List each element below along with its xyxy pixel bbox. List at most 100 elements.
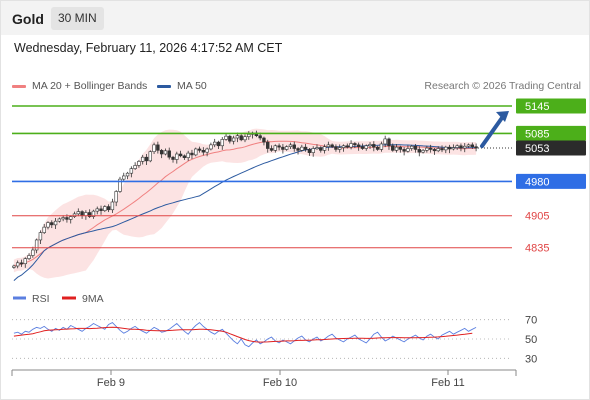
candle-body <box>129 168 134 174</box>
level-label-4980: 4980 <box>525 176 549 188</box>
candle-body <box>197 148 202 151</box>
ma9-legend-label: 9MA <box>82 293 104 305</box>
candle-body <box>125 172 130 177</box>
level-label-5053: 5053 <box>525 143 549 155</box>
candle-body <box>205 148 209 153</box>
rsi-ma9-line <box>13 326 473 343</box>
candle-body <box>182 155 187 158</box>
candle-body <box>235 135 240 139</box>
timeframe-button[interactable]: 30 MIN <box>51 7 104 30</box>
candle-body <box>231 137 236 142</box>
candle-body <box>288 144 293 147</box>
candle-body <box>368 144 372 147</box>
candle-body <box>243 136 247 141</box>
rsi-tick-30: 30 <box>525 353 537 365</box>
candle-body <box>292 144 296 149</box>
candle-body <box>307 149 312 153</box>
candle-body <box>91 210 96 217</box>
candle-body <box>402 149 406 152</box>
candle-body <box>428 147 433 150</box>
ma20-line <box>13 140 477 267</box>
legend-bollinger: MA 20 + Bollinger Bands <box>12 80 147 92</box>
rsi-tick-70: 70 <box>525 315 537 327</box>
candle-body <box>12 265 16 268</box>
candle-body <box>76 211 81 215</box>
candle-body <box>470 144 475 147</box>
candle-body <box>99 208 103 211</box>
candle-body <box>69 216 73 220</box>
candle-body <box>19 262 24 265</box>
candle-body <box>42 226 46 233</box>
candle-body <box>417 149 421 153</box>
candle-body <box>15 262 20 267</box>
instrument-title: Gold <box>12 11 44 27</box>
candle-body <box>228 135 232 142</box>
bollinger-label: MA 20 + Bollinger Bands <box>32 80 148 92</box>
candle-body <box>34 239 39 251</box>
candle-body <box>103 206 107 211</box>
candle-body <box>413 145 418 150</box>
candle-body <box>53 220 58 226</box>
candle-body <box>383 138 387 145</box>
candle-body <box>463 145 467 149</box>
candle-body <box>266 141 270 149</box>
forecast-arrow-head <box>496 111 509 122</box>
candle-body <box>137 161 141 166</box>
timestamp: Wednesday, February 11, 2026 4:17:52 AM … <box>14 41 283 55</box>
candle-body <box>144 156 149 162</box>
candle-body <box>50 222 54 226</box>
candle-body <box>409 145 414 149</box>
candle-body <box>148 151 152 162</box>
level-badge-4980 <box>516 173 586 189</box>
candle-body <box>152 144 156 153</box>
candle-body <box>239 135 243 141</box>
candle-body <box>133 165 137 169</box>
candle-body <box>87 212 92 217</box>
candle-body <box>224 135 228 140</box>
candle-body <box>356 144 361 147</box>
candle-body <box>379 143 384 150</box>
candle-body <box>156 144 160 151</box>
candle-body <box>171 156 175 160</box>
level-label-4905: 4905 <box>525 211 549 223</box>
candle-body <box>178 153 183 157</box>
candle-body <box>360 146 365 149</box>
ma50-label: MA 50 <box>177 80 207 92</box>
candle-body <box>315 147 319 150</box>
level-label-5085: 5085 <box>525 128 549 140</box>
bollinger-band <box>13 128 477 279</box>
candle-body <box>95 208 99 212</box>
candle-body <box>326 144 331 147</box>
credit-text: Research © 2026 Trading Central <box>424 80 581 92</box>
candle-body <box>269 148 274 151</box>
candle-body <box>114 191 118 203</box>
candle-body <box>220 139 224 147</box>
time-label-1: Feb 10 <box>263 377 297 389</box>
candle-body <box>398 146 403 150</box>
candle-body <box>209 144 213 150</box>
candle-body <box>394 146 399 151</box>
candle-body <box>353 143 357 146</box>
level-badge-5085 <box>516 125 586 141</box>
candle-body <box>322 146 327 151</box>
level-badge-5145 <box>516 98 586 114</box>
candle-body <box>459 145 463 149</box>
candle-body <box>447 146 452 150</box>
candle-body <box>106 206 111 211</box>
candle-body <box>57 218 62 222</box>
candle-body <box>474 146 478 149</box>
candle-body <box>27 255 31 259</box>
candle-body <box>258 135 262 139</box>
candle-body <box>432 149 437 152</box>
time-label-0: Feb 9 <box>97 377 125 389</box>
candle-body <box>311 148 315 153</box>
level-label-4835: 4835 <box>525 243 549 255</box>
candle-body <box>277 145 281 148</box>
candle-body <box>425 147 429 151</box>
candle-body <box>284 146 289 150</box>
candle-body <box>372 144 376 148</box>
candle-body <box>159 150 164 155</box>
candle-body <box>345 145 349 148</box>
rsi-line <box>13 322 477 348</box>
candle-body <box>31 249 35 256</box>
